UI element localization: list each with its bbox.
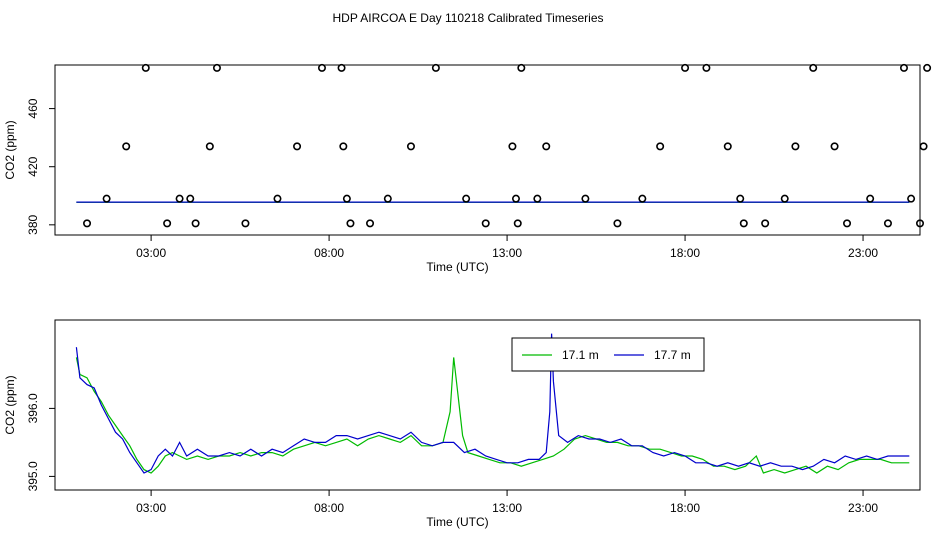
- y-tick-label: 460: [26, 98, 40, 118]
- data-point: [761, 219, 770, 228]
- data-point: [681, 63, 690, 72]
- data-point: [431, 63, 440, 72]
- x-axis-label: Time (UTC): [426, 515, 488, 529]
- legend-entry: 17.1 m: [562, 348, 599, 362]
- data-point: [383, 194, 392, 203]
- data-point: [866, 194, 875, 203]
- plot-frame: [54, 64, 921, 236]
- x-tick-label: 08:00: [314, 246, 344, 260]
- data-point: [205, 142, 214, 151]
- data-point: [843, 219, 852, 228]
- data-point: [191, 219, 200, 228]
- legend: 17.1 m 17.7 m: [511, 337, 705, 372]
- data-point: [919, 142, 928, 151]
- data-point: [141, 63, 150, 72]
- data-point: [317, 63, 326, 72]
- y-tick-label: 396.0: [26, 393, 40, 423]
- data-point: [702, 63, 711, 72]
- series-line: [75, 357, 910, 474]
- panel-bottom-lines: 03:00 08:00 13:00 18:00 23:00 395.0 396.0 Time …: [3, 319, 921, 529]
- x-tick-label: 13:00: [492, 501, 522, 515]
- data-point: [346, 219, 355, 228]
- data-point: [830, 142, 839, 151]
- data-point: [533, 194, 542, 203]
- panel-top-scatter: 03:00 08:00 13:00 18:00 23:00 380 420 460 Time (…: [3, 63, 932, 274]
- x-tick-label: 08:00: [314, 501, 344, 515]
- data-point: [293, 142, 302, 151]
- data-point: [511, 194, 520, 203]
- data-point: [899, 63, 908, 72]
- data-point: [581, 194, 590, 203]
- data-point: [883, 219, 892, 228]
- data-point: [923, 63, 932, 72]
- x-tick-label: 23:00: [848, 501, 878, 515]
- data-point: [791, 142, 800, 151]
- data-point: [122, 142, 131, 151]
- x-axis-label: Time (UTC): [426, 260, 488, 274]
- y-tick-label: 420: [26, 156, 40, 176]
- data-point: [186, 194, 195, 203]
- data-point: [342, 194, 351, 203]
- figure-title: HDP AIRCOA E Day 110218 Calibrated Times…: [332, 11, 603, 25]
- legend-entry: 17.7 m: [654, 348, 691, 362]
- x-tick-label: 18:00: [670, 501, 700, 515]
- data-point: [83, 219, 92, 228]
- data-point: [462, 194, 471, 203]
- data-point: [406, 142, 415, 151]
- data-point: [175, 194, 184, 203]
- y-tick-label: 395.0: [26, 461, 40, 491]
- y-axis-label: CO2 (ppm): [3, 375, 17, 434]
- data-point: [542, 142, 551, 151]
- data-point: [915, 219, 924, 228]
- data-point: [638, 194, 647, 203]
- y-tick-label: 380: [26, 214, 40, 234]
- series-line: [75, 333, 910, 474]
- x-tick-label: 03:00: [136, 246, 166, 260]
- data-point: [337, 63, 346, 72]
- data-point: [481, 219, 490, 228]
- data-point: [339, 142, 348, 151]
- data-point: [508, 142, 517, 151]
- data-point: [739, 219, 748, 228]
- plot-frame: [54, 319, 921, 491]
- data-point: [273, 194, 282, 203]
- data-point: [907, 194, 916, 203]
- x-tick-label: 03:00: [136, 501, 166, 515]
- data-point: [212, 63, 221, 72]
- data-point: [517, 63, 526, 72]
- data-point: [780, 194, 789, 203]
- data-point: [736, 194, 745, 203]
- x-tick-label: 18:00: [670, 246, 700, 260]
- data-point: [723, 142, 732, 151]
- x-tick-label: 13:00: [492, 246, 522, 260]
- data-point: [241, 219, 250, 228]
- y-axis-label: CO2 (ppm): [3, 120, 17, 179]
- data-point: [513, 219, 522, 228]
- data-point: [809, 63, 818, 72]
- data-point: [102, 194, 111, 203]
- data-point: [163, 219, 172, 228]
- data-point: [613, 219, 622, 228]
- data-point: [656, 142, 665, 151]
- x-tick-label: 23:00: [848, 246, 878, 260]
- data-point: [366, 219, 375, 228]
